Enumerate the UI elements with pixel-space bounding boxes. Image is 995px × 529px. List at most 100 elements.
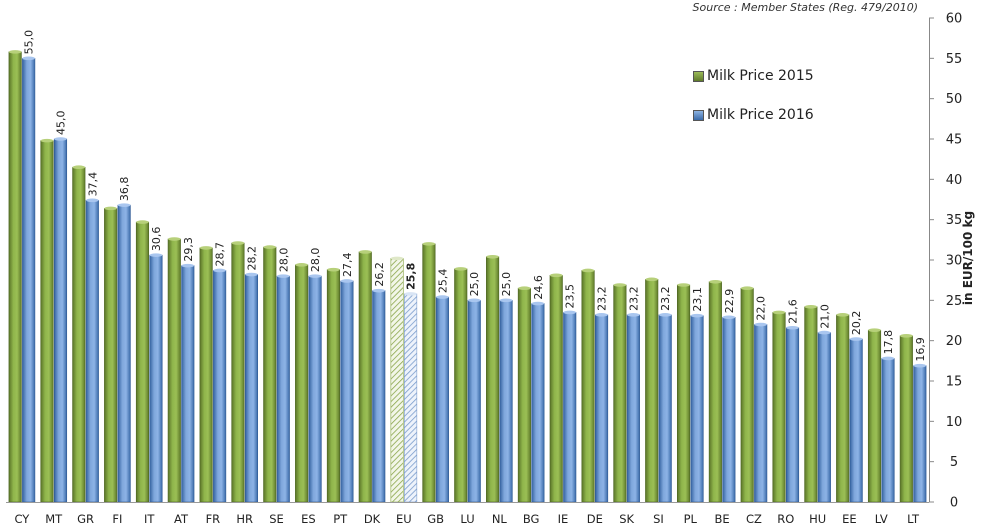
value-label-ee: 20,2 — [850, 311, 863, 336]
bar-2016-cy — [22, 58, 36, 503]
bar-2015-pl — [676, 284, 691, 503]
bar-cap-2016-de — [595, 313, 608, 317]
bar-2015-ro — [772, 312, 786, 503]
bar-cap-2015-fr — [199, 246, 213, 250]
bar-2016-it — [149, 254, 163, 503]
category-label-hr: HR — [236, 512, 253, 526]
value-label-es: 28,0 — [309, 248, 322, 273]
category-label-lt: LT — [907, 512, 920, 526]
bar-2015-gr — [72, 166, 86, 503]
bar-2016-hu — [817, 332, 831, 503]
bar-cap-2015-dk — [359, 250, 372, 254]
bar-cap-2015-cz — [740, 286, 754, 291]
category-label-ee: EE — [842, 512, 857, 526]
bar-cap-2016-ie — [563, 310, 576, 315]
value-label-lv: 17,8 — [882, 330, 895, 355]
category-label-es: ES — [301, 512, 316, 526]
value-label-dk: 26,2 — [373, 262, 386, 287]
bar-cap-2015-ro — [772, 310, 786, 315]
bar-2016-es — [308, 275, 322, 503]
bar-2016-cz — [754, 324, 768, 503]
category-label-ro: RO — [777, 512, 794, 526]
value-label-be: 22,9 — [723, 289, 736, 314]
category-label-gb: GB — [427, 512, 444, 526]
bar-cap-2015-lv — [868, 328, 881, 332]
value-label-ro: 21,6 — [787, 299, 800, 324]
bar-2016-lv — [881, 358, 895, 503]
category-label-cy: CY — [14, 512, 30, 526]
category-label-nl: NL — [492, 512, 508, 526]
bar-2015-lv — [867, 329, 882, 503]
bar-cap-2015-nl — [486, 254, 499, 259]
legend-swatch-2016 — [693, 109, 704, 121]
bar-cap-2016-bg — [531, 301, 545, 306]
chart-legend: Milk Price 2015 Milk Price 2016 — [693, 66, 814, 144]
category-label-it: IT — [144, 512, 155, 526]
category-label-bg: BG — [523, 512, 540, 526]
bar-2015-lt — [899, 335, 913, 503]
bar-2015-si — [645, 279, 659, 503]
y-tick-label-60: 60 — [946, 12, 963, 27]
bar-2016-de — [595, 314, 609, 503]
bar-2015-bg — [517, 287, 531, 503]
category-label-eu: EU — [396, 512, 412, 526]
bar-cap-2016-fr — [213, 268, 226, 273]
bar-cap-2015-sk — [613, 283, 627, 287]
bar-2016-bg — [531, 303, 545, 503]
legend-swatch-2015 — [693, 70, 704, 82]
bar-2016-nl — [499, 300, 513, 503]
bar-2016-pl — [690, 315, 704, 503]
bar-2016-lt — [913, 365, 927, 503]
category-label-si: SI — [653, 512, 664, 526]
bar-2016-se — [276, 275, 290, 503]
bar-cap-2015-gb — [422, 242, 436, 246]
bar-2016-mt — [53, 138, 68, 503]
value-label-mt: 45,0 — [54, 111, 67, 136]
y-tick-label-15: 15 — [946, 375, 963, 390]
bar-2016-sk — [626, 314, 640, 503]
bar-cap-2015-at — [168, 237, 181, 241]
category-label-lu: LU — [460, 512, 474, 526]
bar-2015-cy — [8, 51, 22, 503]
category-label-de: DE — [587, 512, 603, 526]
bar-2015-fr — [199, 247, 213, 503]
value-label-gb: 25,4 — [436, 269, 449, 294]
value-label-lu: 25,0 — [468, 272, 481, 297]
bar-2016-gb — [435, 296, 449, 503]
category-label-se: SE — [269, 512, 284, 526]
bar-2015-se — [263, 246, 277, 503]
bar-cap-2016-si — [658, 313, 672, 317]
bar-2015-cz — [740, 287, 754, 503]
bar-2016-fi — [117, 204, 131, 503]
value-label-de: 23,2 — [596, 286, 609, 311]
bar-cap-2016-ro — [786, 325, 799, 330]
value-label-at: 29,3 — [182, 237, 195, 262]
bar-2016-hr — [244, 274, 259, 503]
y-tick-label-45: 45 — [946, 133, 963, 148]
value-label-gr: 37,4 — [86, 172, 99, 197]
bar-cap-2015-ie — [549, 273, 563, 278]
bar-cap-2015-gr — [72, 165, 86, 170]
bar-cap-2015-it — [136, 220, 149, 224]
bar-cap-2016-at — [181, 263, 195, 268]
bar-cap-2016-sk — [627, 313, 640, 317]
y-tick-label-10: 10 — [946, 415, 963, 430]
value-label-it: 30,6 — [150, 227, 163, 252]
bar-cap-2016-dk — [372, 288, 386, 293]
bar-cap-2016-lv — [881, 356, 895, 361]
category-label-pl: PL — [684, 512, 698, 526]
bar-cap-2016-fi — [117, 203, 131, 207]
legend-item-2016: Milk Price 2016 — [693, 105, 814, 125]
bar-cap-2015-cy — [8, 50, 22, 54]
value-label-nl: 25,0 — [500, 272, 513, 297]
bar-cap-2016-cz — [754, 322, 767, 327]
bar-cap-2015-ee — [836, 313, 849, 317]
bar-cap-2016-gr — [86, 198, 99, 203]
bar-2016-dk — [372, 290, 386, 503]
value-label-sk: 23,2 — [627, 286, 640, 311]
bar-cap-2015-es — [295, 263, 308, 267]
bar-2015-hu — [804, 306, 818, 503]
value-label-hu: 21,0 — [818, 304, 831, 329]
category-label-sk: SK — [619, 512, 634, 526]
value-label-si: 23,2 — [659, 286, 672, 311]
